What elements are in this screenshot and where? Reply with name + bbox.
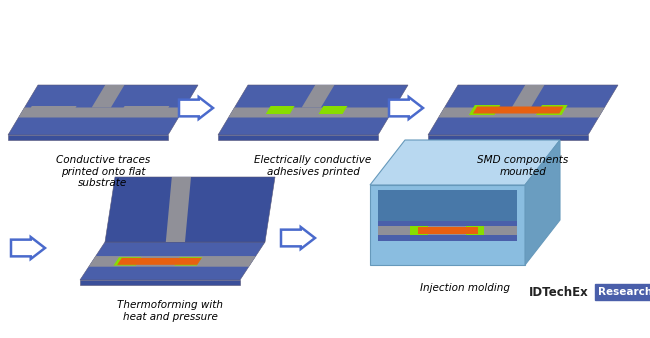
Polygon shape <box>378 226 517 235</box>
Polygon shape <box>18 107 185 118</box>
Polygon shape <box>266 106 294 114</box>
Polygon shape <box>318 106 347 114</box>
Polygon shape <box>179 97 213 119</box>
Polygon shape <box>166 177 191 242</box>
Polygon shape <box>229 107 395 118</box>
Polygon shape <box>428 135 588 140</box>
Polygon shape <box>370 140 560 185</box>
Text: Injection molding: Injection molding <box>420 283 510 293</box>
Polygon shape <box>174 257 202 266</box>
Polygon shape <box>89 256 255 267</box>
Polygon shape <box>302 85 334 107</box>
Polygon shape <box>120 106 170 114</box>
Polygon shape <box>378 190 517 221</box>
Text: Research: Research <box>598 287 650 297</box>
Polygon shape <box>8 135 168 140</box>
Polygon shape <box>428 85 618 135</box>
Polygon shape <box>92 85 124 107</box>
Polygon shape <box>417 227 478 234</box>
Polygon shape <box>512 85 545 107</box>
Polygon shape <box>439 107 604 118</box>
Polygon shape <box>473 106 564 114</box>
Polygon shape <box>114 257 142 266</box>
Polygon shape <box>389 97 423 119</box>
Polygon shape <box>117 258 202 265</box>
Polygon shape <box>105 177 275 242</box>
Text: Thermoforming with
heat and pressure: Thermoforming with heat and pressure <box>117 300 223 321</box>
Polygon shape <box>469 105 500 115</box>
Polygon shape <box>378 221 517 241</box>
Polygon shape <box>11 237 45 259</box>
Polygon shape <box>218 85 408 135</box>
Polygon shape <box>465 226 484 235</box>
Text: Conductive traces
printed onto flat
substrate: Conductive traces printed onto flat subs… <box>56 155 150 188</box>
Text: Electrically conductive
adhesives printed: Electrically conductive adhesives printe… <box>254 155 372 176</box>
Polygon shape <box>80 242 265 280</box>
Text: SMD components
mounted: SMD components mounted <box>477 155 569 176</box>
Polygon shape <box>80 280 240 285</box>
Polygon shape <box>218 135 378 140</box>
Polygon shape <box>525 140 560 265</box>
Polygon shape <box>27 106 77 114</box>
Text: IDTechEx: IDTechEx <box>529 286 589 298</box>
Polygon shape <box>536 105 567 115</box>
Polygon shape <box>370 185 525 265</box>
Polygon shape <box>8 85 198 135</box>
Polygon shape <box>410 226 428 235</box>
Polygon shape <box>281 227 315 249</box>
